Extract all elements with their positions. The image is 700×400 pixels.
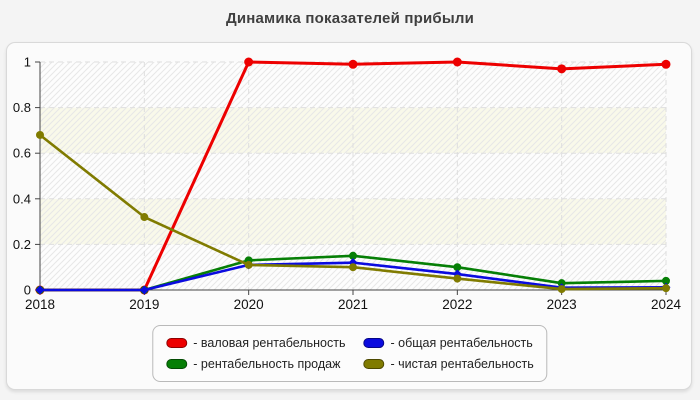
x-tick-label: 2022 [442, 297, 472, 312]
legend-item-sales-profitability: - рентабельность продаж [166, 355, 345, 373]
legend-label: - чистая рентабельность [390, 357, 534, 371]
total-profitability-swatch-icon [363, 338, 385, 348]
axes: 0 0.2 0.4 0.6 0.8 1 2018 2019 2020 2021 2022 2023 20… [13, 55, 682, 313]
legend-label: - валовая рентабельность [193, 336, 346, 350]
y-tick-label: 0.8 [13, 100, 31, 115]
legend-item-net-profitability: - чистая рентабельность [363, 355, 534, 373]
sales-profitability-swatch-icon [166, 359, 188, 369]
legend-item-total-profitability: - общая рентабельность [363, 334, 534, 352]
x-tick-label: 2023 [547, 297, 577, 312]
x-tick-label: 2020 [234, 297, 264, 312]
gross-margin-swatch-icon [166, 338, 188, 348]
legend-label: - общая рентабельность [390, 336, 533, 350]
y-tick-label: 1 [24, 55, 31, 70]
chart-title: Динамика показателей прибыли [225, 10, 475, 27]
series-чистая рентабельность [36, 130, 670, 294]
gridlines [40, 61, 667, 290]
y-tick-label: 0.4 [13, 191, 31, 206]
net-profitability-swatch-icon [363, 359, 385, 369]
x-tick-label: 2018 [25, 297, 55, 312]
x-tick-label: 2019 [129, 297, 159, 312]
x-tick-label: 2024 [651, 297, 682, 312]
y-tick-label: 0 [24, 283, 31, 298]
y-tick-label: 0.2 [13, 237, 31, 252]
legend-label: - рентабельность продаж [193, 357, 341, 371]
legend-item-gross-margin: - валовая рентабельность [166, 334, 346, 352]
x-tick-label: 2021 [338, 297, 368, 312]
chart-legend: - валовая рентабельность - общая рентабе… [152, 325, 548, 382]
y-tick-label: 0.6 [13, 146, 31, 161]
